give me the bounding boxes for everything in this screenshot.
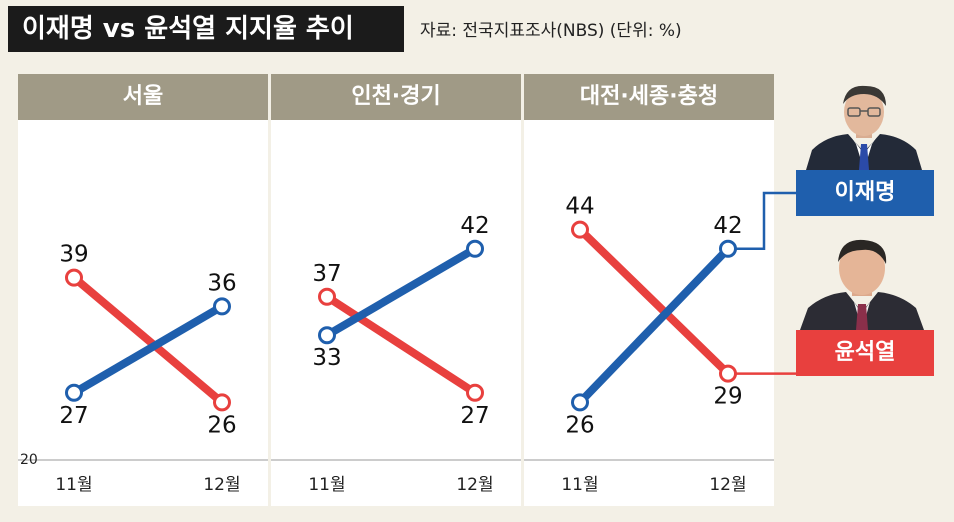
panel-daejeon-sejong-chungcheong: 대전·세종·충청 11월 12월 44 29 26 42: [524, 74, 774, 506]
chart-incheon-gyeonggi: 11월 12월 37 27 33 42: [271, 213, 521, 495]
series-line: [324, 245, 478, 339]
data-label: 39: [59, 242, 88, 268]
data-label: 42: [460, 213, 489, 239]
data-label: 27: [59, 403, 88, 429]
panel-title: 인천·경기: [271, 74, 521, 120]
lee-jae-myung-photo: [806, 85, 922, 170]
data-point: [213, 297, 231, 316]
x-tick-label: 11월: [55, 475, 92, 495]
legend-lee-jae-myung: 이재명: [796, 170, 934, 216]
legend-yoon-suk-yeol: 윤석열: [796, 330, 934, 376]
data-point: [719, 364, 737, 383]
panel-incheon-gyeonggi: 인천·경기 11월 12월 37 27 33 42: [271, 74, 521, 506]
x-tick-label: 11월: [308, 475, 345, 495]
data-label: 33: [312, 345, 341, 371]
series-line: [71, 302, 225, 397]
yoon-suk-yeol-photo: [800, 239, 924, 330]
data-point: [318, 326, 336, 345]
panel-title: 대전·세종·충청: [524, 74, 774, 120]
series-line: [577, 246, 731, 406]
data-point: [571, 220, 589, 239]
data-label: 37: [312, 261, 341, 287]
x-tick-label: 12월: [203, 475, 240, 495]
chart-seoul: 20 11월 12월 39 26 27 36: [18, 242, 268, 495]
data-point: [318, 287, 336, 306]
data-point: [65, 268, 83, 287]
data-label: 26: [207, 412, 236, 438]
data-label: 44: [565, 194, 594, 220]
data-point: [719, 239, 737, 258]
y-min-label: 20: [20, 452, 38, 468]
source-note: 자료: 전국지표조사(NBS) (단위: %): [420, 21, 682, 41]
series-line: [577, 226, 731, 377]
x-tick-label: 12월: [709, 475, 746, 495]
series-line: [324, 293, 478, 397]
data-point: [65, 383, 83, 402]
data-point: [466, 383, 484, 402]
data-label: 42: [713, 213, 742, 239]
page-title: 이재명 vs 윤석열 지지율 추이: [8, 6, 404, 52]
x-tick-label: 12월: [456, 475, 493, 495]
x-tick-label: 11월: [561, 475, 598, 495]
data-point: [213, 393, 231, 412]
data-point: [571, 393, 589, 412]
chart-daejeon-sejong-chungcheong: 11월 12월 44 29 26 42: [524, 194, 774, 495]
data-label: 36: [207, 270, 236, 296]
panel-title: 서울: [18, 74, 268, 120]
panel-seoul: 서울 20 11월 12월 39 26 27 36: [18, 74, 268, 506]
data-label: 26: [565, 412, 594, 438]
data-point: [466, 239, 484, 258]
data-label: 27: [460, 403, 489, 429]
data-label: 29: [713, 384, 742, 410]
series-line: [71, 274, 225, 406]
